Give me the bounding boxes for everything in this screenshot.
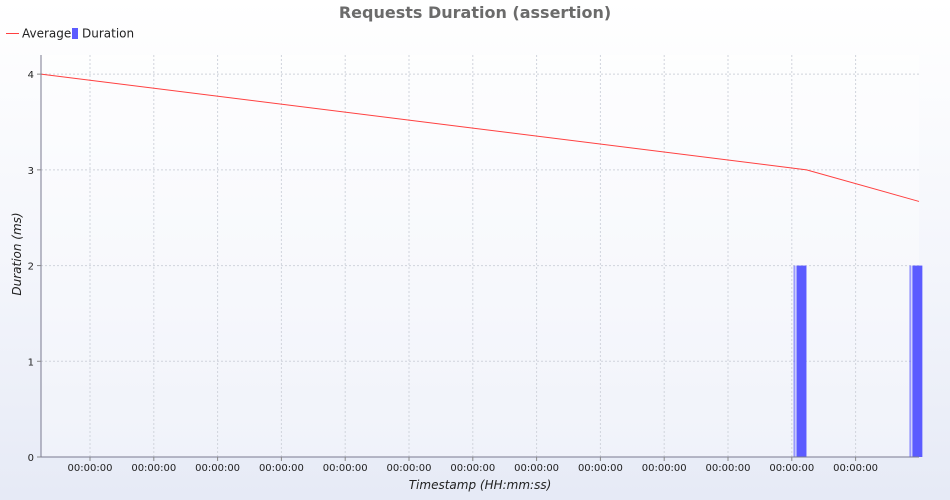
x-tick-label: 00:00:00 xyxy=(259,463,304,474)
x-tick-label: 00:00:00 xyxy=(642,463,687,474)
duration-bar xyxy=(909,265,923,457)
duration-bar-edge xyxy=(793,265,796,457)
y-tick-label: 1 xyxy=(28,357,34,368)
duration-bar-body xyxy=(912,265,923,457)
duration-bars xyxy=(793,265,923,457)
y-tick-label: 3 xyxy=(28,166,34,177)
x-tick-label: 00:00:00 xyxy=(387,463,432,474)
x-axis-ticks: 00:00:00 00:00:00 00:00:00 00:00:00 00:00:00… xyxy=(68,457,878,474)
average-line xyxy=(40,73,920,202)
x-tick-label: 00:00:00 xyxy=(450,463,495,474)
plot-area xyxy=(41,55,919,457)
x-tick-label: 00:00:00 xyxy=(514,463,559,474)
x-tick-label: 00:00:00 xyxy=(833,463,878,474)
x-tick-label: 00:00:00 xyxy=(195,463,240,474)
y-axis-label: Duration (ms) xyxy=(10,212,24,295)
legend-swatch-duration xyxy=(72,28,78,39)
duration-bar-body xyxy=(796,265,807,457)
duration-bar-edge xyxy=(909,265,912,457)
x-axis-label: Timestamp (HH:mm:ss) xyxy=(409,478,552,492)
grid-lines xyxy=(41,55,919,457)
chart-title: Requests Duration (assertion) xyxy=(339,3,611,22)
x-tick-label: 00:00:00 xyxy=(578,463,623,474)
x-tick-label: 00:00:00 xyxy=(131,463,176,474)
x-tick-label: 00:00:00 xyxy=(68,463,113,474)
y-tick-label: 2 xyxy=(28,262,34,273)
x-tick-label: 00:00:00 xyxy=(323,463,368,474)
x-tick-label: 00:00:00 xyxy=(706,463,751,474)
legend-label-duration: Duration xyxy=(82,27,134,41)
x-tick-label: 00:00:00 xyxy=(769,463,814,474)
y-tick-label: 0 xyxy=(28,453,34,464)
axes xyxy=(40,55,919,458)
y-tick-label: 4 xyxy=(28,70,34,81)
legend-label-average: Average xyxy=(22,27,71,41)
plot-background xyxy=(41,55,919,457)
legend: Average Duration xyxy=(6,27,134,41)
y-axis-ticks: 0 1 2 3 4 xyxy=(28,70,41,464)
duration-bar xyxy=(793,265,807,457)
average-line-group xyxy=(40,73,920,202)
